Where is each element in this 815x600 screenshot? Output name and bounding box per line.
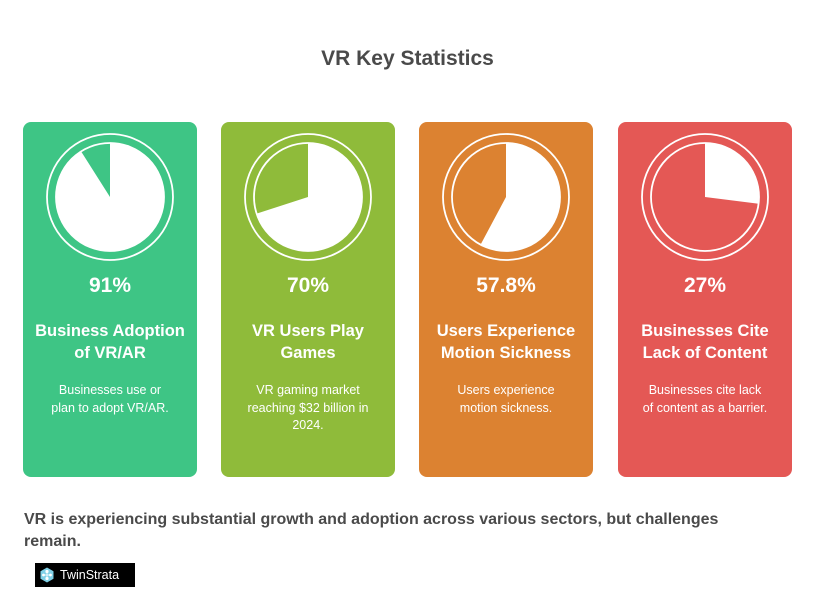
pie-outer-ring	[46, 133, 174, 261]
stat-description: VR gaming market reaching $32 billion in…	[247, 383, 369, 432]
stat-value: 70%	[286, 274, 330, 297]
pie-slice-value	[256, 143, 362, 251]
stat-card: 27% Businesses Cite Lack of Content Busi…	[618, 122, 792, 477]
stat-value: 91%	[88, 274, 132, 297]
summary-text: VR is experiencing substantial growth an…	[24, 511, 719, 550]
stat-value: 27%	[683, 274, 727, 297]
pie-outer-ring	[641, 133, 769, 261]
stat-card: 91% Business Adoption of VR/AR Businesse…	[23, 122, 197, 477]
stat-title: Business Adoption of VR/AR	[35, 322, 185, 362]
logo-text: TwinStrata	[60, 568, 120, 582]
pie-chart	[641, 133, 769, 261]
pie-slice-value	[55, 143, 164, 251]
pie-chart	[46, 133, 174, 261]
stat-card: 57.8% Users Experience Motion Sickness U…	[419, 122, 593, 477]
pie-chart	[442, 133, 570, 261]
stat-value: 57.8%	[476, 274, 536, 297]
stat-title: Users Experience Motion Sickness	[436, 322, 576, 362]
stat-description: Businesses cite lack of content as a bar…	[642, 383, 768, 415]
stat-description: Users experience motion sickness.	[457, 383, 555, 415]
network-hexagon-icon	[40, 567, 54, 583]
page-title: VR Key Statistics	[321, 47, 494, 70]
pie-slice-value	[480, 143, 560, 251]
brand-logo: TwinStrata	[35, 563, 135, 587]
stat-title: VR Users Play Games	[252, 322, 364, 362]
stat-title: Businesses Cite Lack of Content	[641, 322, 769, 362]
pie-outer-ring	[244, 133, 372, 261]
pie-outer-ring	[442, 133, 570, 261]
pie-chart	[244, 133, 372, 261]
stat-card: 70% VR Users Play Games VR gaming market…	[221, 122, 395, 477]
pie-slice-value	[705, 143, 759, 204]
stat-description: Businesses use or plan to adopt VR/AR.	[51, 383, 169, 415]
